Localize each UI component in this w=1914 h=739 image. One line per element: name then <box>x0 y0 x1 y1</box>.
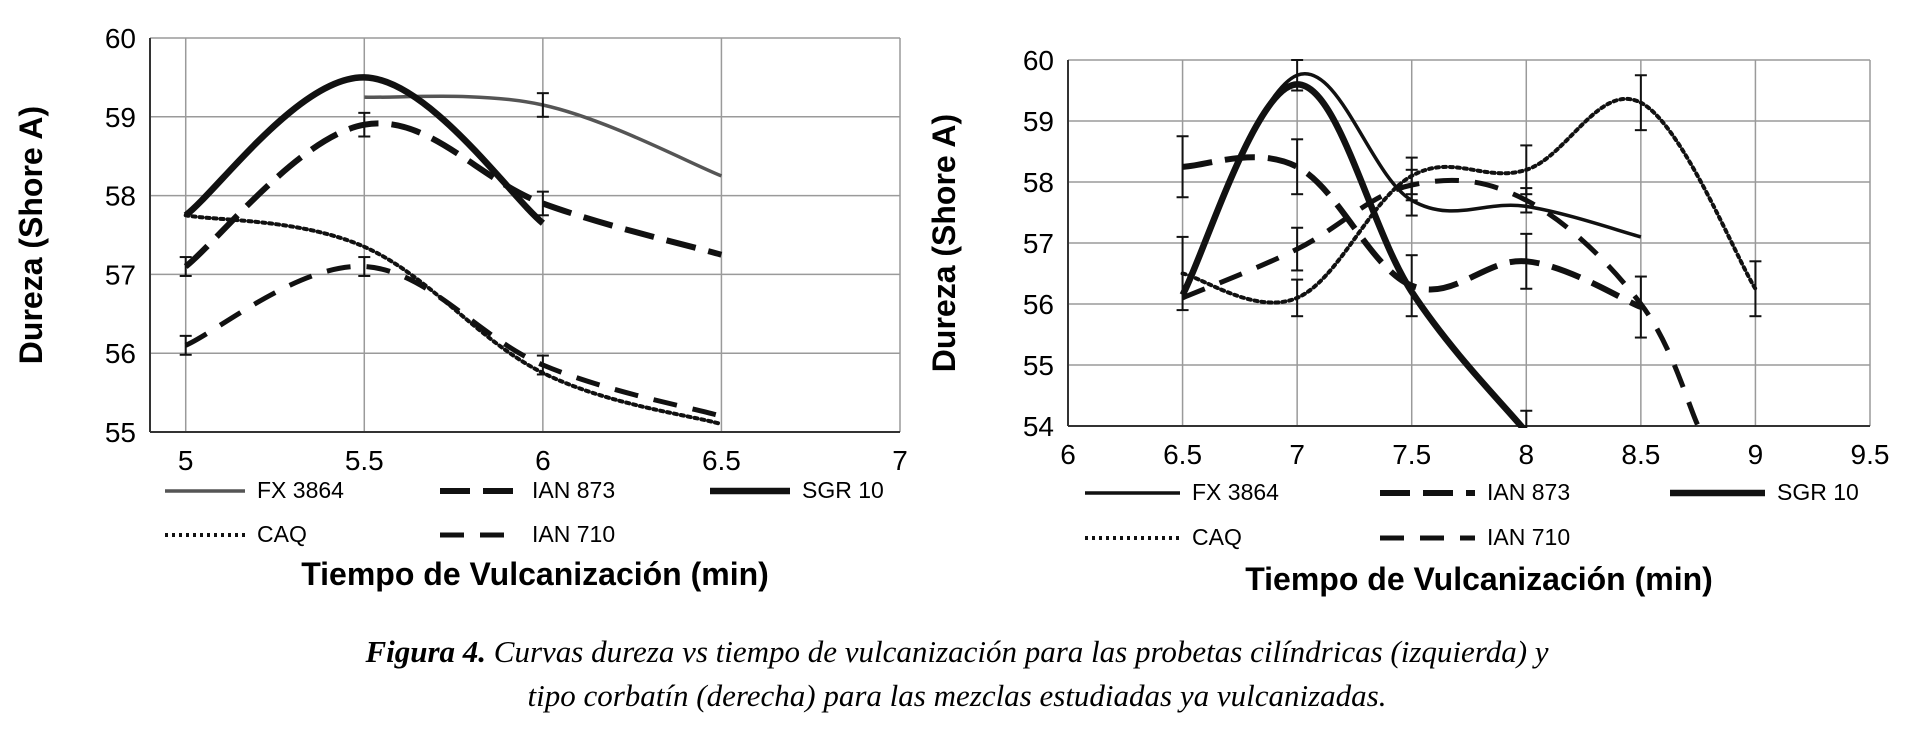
x-tick-label: 6 <box>1060 439 1076 470</box>
y-tick-label: 60 <box>105 23 136 54</box>
y-tick-label: 56 <box>1023 289 1054 320</box>
legend: FX 3864 IAN 873 SGR 10 CAQ IAN 710 <box>1085 479 1859 550</box>
legend-label: IAN 710 <box>532 521 615 547</box>
y-tick-label: 60 <box>1023 45 1054 76</box>
series-line <box>1181 177 1701 428</box>
x-tick-label: 5.5 <box>345 445 384 476</box>
series-ian-710 <box>1181 168 1701 428</box>
legend-label: IAN 710 <box>1487 524 1570 550</box>
y-tick-label: 54 <box>1023 411 1054 442</box>
y-tick-label: 57 <box>105 259 136 290</box>
series-sgr-10 <box>183 74 545 226</box>
x-tick-label: 6.5 <box>1163 439 1202 470</box>
y-tick-label: 57 <box>1023 228 1054 259</box>
legend-label: SGR 10 <box>1777 479 1859 505</box>
series-line <box>1179 81 1528 428</box>
chart-left: 55 56 57 58 59 60 5 5.5 6 6.5 7 Dureza (Shore A) Tie… <box>13 23 908 592</box>
series-caq <box>183 213 724 427</box>
legend-label: FX 3864 <box>1192 479 1279 505</box>
x-tick-label: 8 <box>1518 439 1534 470</box>
legend-label: CAQ <box>257 521 307 547</box>
y-axis-title: Dureza (Shore A) <box>13 106 49 364</box>
x-tick-label: 9.5 <box>1851 439 1890 470</box>
legend: FX 3864 IAN 873 SGR 10 CAQ IAN 710 <box>165 477 884 547</box>
series-fx-3864 <box>364 92 723 178</box>
y-axis-title: Dureza (Shore A) <box>926 114 962 372</box>
x-tick-label: 5 <box>178 445 194 476</box>
y-tick-label: 59 <box>1023 106 1054 137</box>
legend-label: CAQ <box>1192 524 1242 550</box>
figure-canvas: 55 56 57 58 59 60 5 5.5 6 6.5 7 Dureza (Shore A) Tie… <box>13 23 1889 597</box>
series-line <box>183 120 723 269</box>
x-axis-title: Tiempo de Vulcanización (min) <box>301 556 769 592</box>
y-tick-label: 55 <box>105 417 136 448</box>
series-ian-710 <box>179 256 723 419</box>
caption-text-1: Curvas dureza vs tiempo de vulcanización… <box>486 634 1549 669</box>
y-tick-label: 59 <box>105 102 136 133</box>
caption-line-1: Figura 4. Curvas dureza vs tiempo de vul… <box>0 630 1914 674</box>
caption-line-2: tipo corbatín (derecha) para las mezclas… <box>527 678 1387 713</box>
x-tick-label: 7 <box>892 445 908 476</box>
caption-label: Figura 4. <box>365 634 487 669</box>
legend-label: FX 3864 <box>257 477 344 503</box>
y-tick-label: 56 <box>105 338 136 369</box>
x-tick-label: 9 <box>1748 439 1764 470</box>
y-tick-label: 55 <box>1023 350 1054 381</box>
y-tick-label: 58 <box>1023 167 1054 198</box>
legend-label: IAN 873 <box>1487 479 1570 505</box>
x-tick-label: 6 <box>535 445 551 476</box>
series-line <box>1180 96 1758 305</box>
x-tick-label: 8.5 <box>1621 439 1660 470</box>
legend-label: IAN 873 <box>532 477 615 503</box>
legend-label: SGR 10 <box>802 477 884 503</box>
series-line <box>183 213 724 427</box>
series-line <box>184 263 723 419</box>
figure-caption: Figura 4. Curvas dureza vs tiempo de vul… <box>0 630 1914 718</box>
x-tick-label: 7 <box>1289 439 1305 470</box>
x-tick-label: 6.5 <box>702 445 741 476</box>
chart-right: 54 55 56 57 58 59 60 6 6.5 7 7.5 8 8.5 9 9.5 Dureza (Sh… <box>926 45 1889 597</box>
series-caq <box>1176 74 1762 318</box>
x-tick-label: 7.5 <box>1392 439 1431 470</box>
series-sgr-10 <box>1179 81 1533 428</box>
x-axis-title: Tiempo de Vulcanización (min) <box>1245 561 1713 597</box>
y-tick-label: 58 <box>105 181 136 212</box>
series-line <box>183 74 545 226</box>
